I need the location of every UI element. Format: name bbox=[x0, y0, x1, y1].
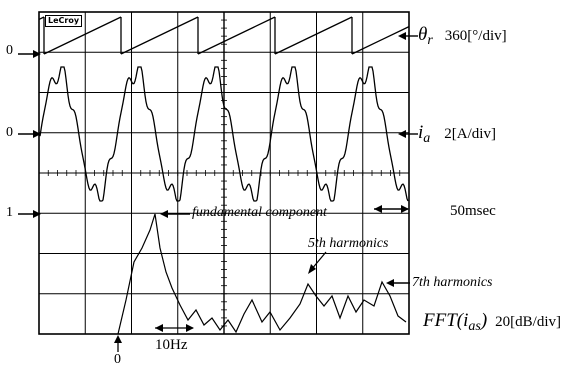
fft-label: FFT(ias) 20[dB/div] bbox=[423, 310, 561, 335]
time-span-left-head bbox=[374, 205, 382, 213]
current-label-arrow-head bbox=[398, 130, 406, 138]
theta-label-arrow-head bbox=[398, 32, 406, 40]
fifth-harmonic-arrow-head bbox=[308, 264, 316, 274]
current-zero-arrow-head bbox=[33, 130, 41, 138]
current-trace bbox=[39, 66, 409, 202]
time-span-right-head bbox=[401, 205, 409, 213]
graticule-grid bbox=[38, 11, 410, 335]
current-zero-marker: 0 bbox=[6, 125, 13, 140]
fundamental-arrow-head bbox=[160, 210, 168, 218]
freq-origin-label: 0 bbox=[114, 352, 121, 367]
freq-span-left-head bbox=[155, 324, 163, 332]
current-label: ia 2[A/div] bbox=[418, 122, 496, 147]
current-symbol: i bbox=[418, 122, 424, 143]
seventh-harmonic-annotation: 7th harmonics bbox=[412, 275, 493, 290]
theta-zero-marker: 0 bbox=[6, 43, 13, 58]
theta-subscript: r bbox=[427, 33, 433, 49]
current-subscript: a bbox=[423, 131, 431, 147]
seventh-harmonic-arrow-head bbox=[386, 279, 394, 287]
theta-symbol: θ bbox=[418, 24, 428, 45]
time-scale-label: 50msec bbox=[450, 203, 496, 219]
fft-suffix: ) bbox=[480, 310, 488, 331]
fundamental-annotation: fundamental component bbox=[192, 205, 327, 220]
fft-scale: 20[dB/div] bbox=[495, 314, 562, 330]
fft-subscript: as bbox=[468, 319, 481, 335]
fifth-harmonic-annotation: 5th harmonics bbox=[308, 236, 389, 251]
fft-prefix: FFT( bbox=[423, 310, 464, 331]
theta-label: θr 360[°/div] bbox=[418, 24, 507, 49]
theta-zero-arrow-head bbox=[33, 50, 41, 58]
theta-trace bbox=[38, 16, 410, 55]
fft-trace bbox=[117, 213, 407, 335]
freq-origin-arrow-head bbox=[114, 335, 122, 343]
theta-scale: 360[°/div] bbox=[444, 28, 507, 44]
current-scale: 2[A/div] bbox=[444, 126, 496, 142]
fft-level-marker: 1 bbox=[6, 205, 13, 220]
fft-var: i bbox=[463, 310, 469, 331]
freq-scale-label: 10Hz bbox=[155, 337, 188, 353]
freq-span-right-head bbox=[186, 324, 194, 332]
fft-level-arrow-head bbox=[33, 210, 41, 218]
lecroy-logo: LeCroy bbox=[45, 15, 83, 27]
